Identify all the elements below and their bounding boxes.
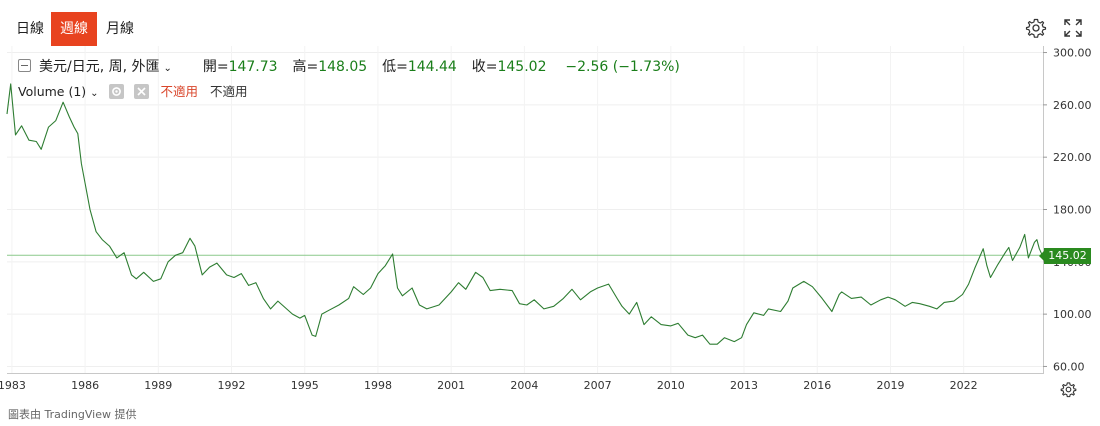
symbol-label[interactable]: 美元/日元, 周, 外匯	[39, 59, 160, 75]
x-tick-label: 2013	[730, 379, 758, 392]
x-tick-label: 2007	[584, 379, 612, 392]
chevron-down-icon[interactable]: ⌄	[90, 88, 99, 99]
chevron-down-icon[interactable]: ⌄	[163, 63, 172, 74]
volume-na-gray: 不適用	[210, 84, 248, 99]
change-value: −2.56 (−1.73%)	[565, 59, 680, 75]
axis-settings-icon[interactable]	[1060, 381, 1077, 398]
high-label: 高	[292, 59, 307, 75]
legend-volume: Volume (1) ⌄ 不適用 不適用	[18, 81, 248, 103]
price-series-line	[6, 83, 1043, 345]
x-tick-label: 1986	[71, 379, 99, 392]
x-tick-label: 1998	[364, 379, 392, 392]
y-tick-label: 260.00	[1053, 99, 1092, 112]
y-tick-label: 220.00	[1053, 151, 1092, 164]
x-tick-label: 1995	[291, 379, 319, 392]
volume-na-red: 不適用	[160, 84, 199, 99]
x-tick-label: 2019	[876, 379, 904, 392]
x-tick-label: 2010	[657, 379, 685, 392]
last-price-tag: 145.02	[1039, 248, 1091, 264]
expand-icon[interactable]	[1062, 17, 1084, 39]
tab-weekly[interactable]: 週線	[51, 12, 97, 46]
y-tick-label: 100.00	[1053, 308, 1092, 321]
x-tick-label: 1992	[218, 379, 246, 392]
x-tick-label: 2022	[950, 379, 978, 392]
y-tick-label: 60.00	[1053, 360, 1085, 373]
attribution: 圖表由 TradingView 提供	[8, 408, 137, 421]
x-tick-label: 2004	[510, 379, 538, 392]
y-tick-label: 180.00	[1053, 204, 1092, 217]
close-icon[interactable]	[133, 84, 149, 99]
open-value: 147.73	[228, 59, 278, 75]
y-tick-label: 300.00	[1053, 47, 1092, 60]
x-tick-label: 2016	[803, 379, 831, 392]
tab-monthly[interactable]: 月線	[106, 21, 134, 37]
gear-icon[interactable]	[1025, 17, 1047, 39]
close-label: 收	[471, 59, 486, 75]
collapse-legend-icon[interactable]	[18, 59, 31, 72]
low-label: 低	[382, 59, 397, 75]
x-tick-label: 1983	[0, 379, 26, 392]
tab-daily[interactable]: 日線	[16, 21, 44, 37]
legend-ohlc: 美元/日元, 周, 外匯 ⌄ 開=147.73 高=148.05 低=144.44…	[18, 56, 680, 78]
open-label: 開	[202, 59, 217, 75]
high-value: 148.05	[318, 59, 368, 75]
low-value: 144.44	[407, 59, 457, 75]
x-tick-label: 2001	[437, 379, 465, 392]
volume-label[interactable]: Volume (1)	[18, 84, 87, 99]
x-tick-label: 1989	[144, 379, 172, 392]
timeframe-tabs: 日線 週線 月線	[0, 0, 1100, 46]
settings-icon[interactable]	[108, 84, 124, 99]
close-value: 145.02	[497, 59, 547, 75]
